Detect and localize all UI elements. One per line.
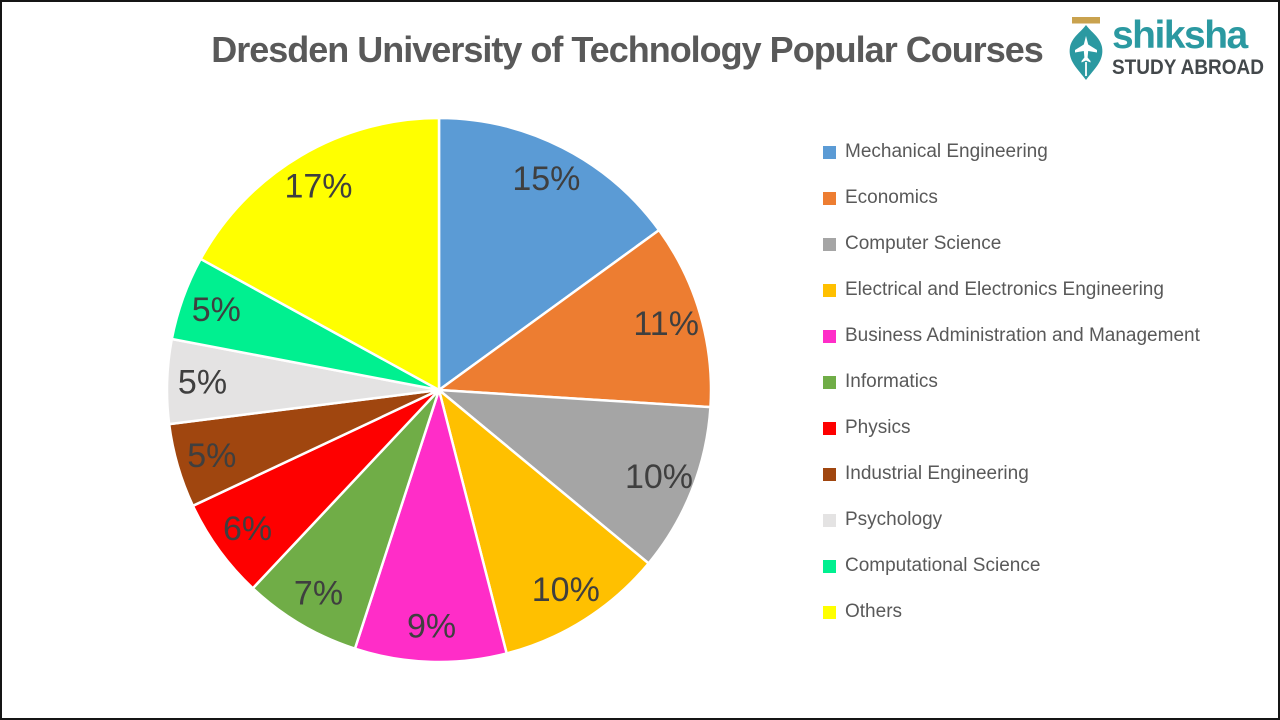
legend-swatch [823,467,836,481]
pie-chart: 15% 11% 10% 10% 9% 7% 6% 5% 5% 5% 17% [165,116,713,664]
legend-swatch [823,283,836,297]
shiksha-logo: shiksha STUDY ABROAD [1065,16,1264,82]
legend-label: Economics [845,187,938,208]
pen-nib-icon [1069,17,1103,80]
legend-item-computer-science[interactable]: Computer Science [823,221,1200,267]
logo-brand: shiksha [1111,14,1248,57]
legend-item-economics[interactable]: Economics [823,175,1200,221]
pie-slice-business-administration-and-management[interactable] [353,388,508,664]
legend-label: Electrical and Electronics Engineering [845,279,1164,300]
legend-swatch [823,329,836,343]
slice-percent-label: 9% [407,608,456,646]
pie-slice-informatics[interactable] [251,388,441,650]
legend-swatch [823,559,836,573]
legend-label: Computer Science [845,233,1002,254]
legend-swatch [823,513,836,527]
legend-label: Others [845,601,903,622]
slice-percent-label: 10% [625,458,693,496]
slice-percent-label: 7% [294,575,343,613]
legend-item-computational-science[interactable]: Computational Science [823,543,1200,589]
slice-percent-label: 15% [512,160,580,198]
legend-label: Mechanical Engineering [845,141,1048,162]
legend-swatch [823,191,836,205]
legend-label: Physics [845,417,911,438]
pie-chart-area: 15% 11% 10% 10% 9% 7% 6% 5% 5% 5% 17% [159,110,719,675]
slice-percent-label: 6% [223,510,272,548]
legend-label: Psychology [845,509,943,530]
legend: Mechanical Engineering Economics Computer … [823,129,1200,635]
legend-label: Business Administration and Management [845,325,1200,346]
pie-slice-electrical-and-electronics-engineering[interactable] [437,388,650,655]
slice-percent-label: 5% [187,437,236,475]
legend-item-mechanical-engineering[interactable]: Mechanical Engineering [823,129,1200,175]
legend-swatch [823,375,836,389]
slice-percent-label: 10% [532,571,600,609]
legend-swatch [823,237,836,251]
legend-item-business-administration-and-management[interactable]: Business Administration and Management [823,313,1200,359]
slice-percent-label: 5% [178,364,227,402]
pie-slice-economics[interactable] [437,228,713,409]
legend-item-informatics[interactable]: Informatics [823,359,1200,405]
legend-item-physics[interactable]: Physics [823,405,1200,451]
legend-item-others[interactable]: Others [823,589,1200,635]
legend-label: Computational Science [845,555,1041,576]
chart-title: Dresden University of Technology Popular… [211,29,1044,70]
slice-percent-label: 5% [192,291,241,329]
legend-label: Informatics [845,371,938,392]
pie-slice-computer-science[interactable] [437,388,712,565]
legend-item-industrial-engineering[interactable]: Industrial Engineering [823,451,1200,497]
slice-percent-label: 11% [633,305,699,343]
slice-percent-label: 17% [284,167,352,205]
legend-swatch [823,145,836,159]
logo-tagline: STUDY ABROAD [1111,55,1264,80]
legend-swatch [823,605,836,619]
legend-item-electrical-and-electronics-engineering[interactable]: Electrical and Electronics Engineering [823,267,1200,313]
pie-slice-others[interactable] [199,116,441,392]
legend-item-psychology[interactable]: Psychology [823,497,1200,543]
logo-text: shiksha STUDY ABROAD [1111,14,1264,80]
legend-swatch [823,421,836,435]
pie-slice-mechanical-engineering[interactable] [437,116,661,392]
airplane-glyph [1074,36,1097,63]
legend-label: Industrial Engineering [845,463,1029,484]
